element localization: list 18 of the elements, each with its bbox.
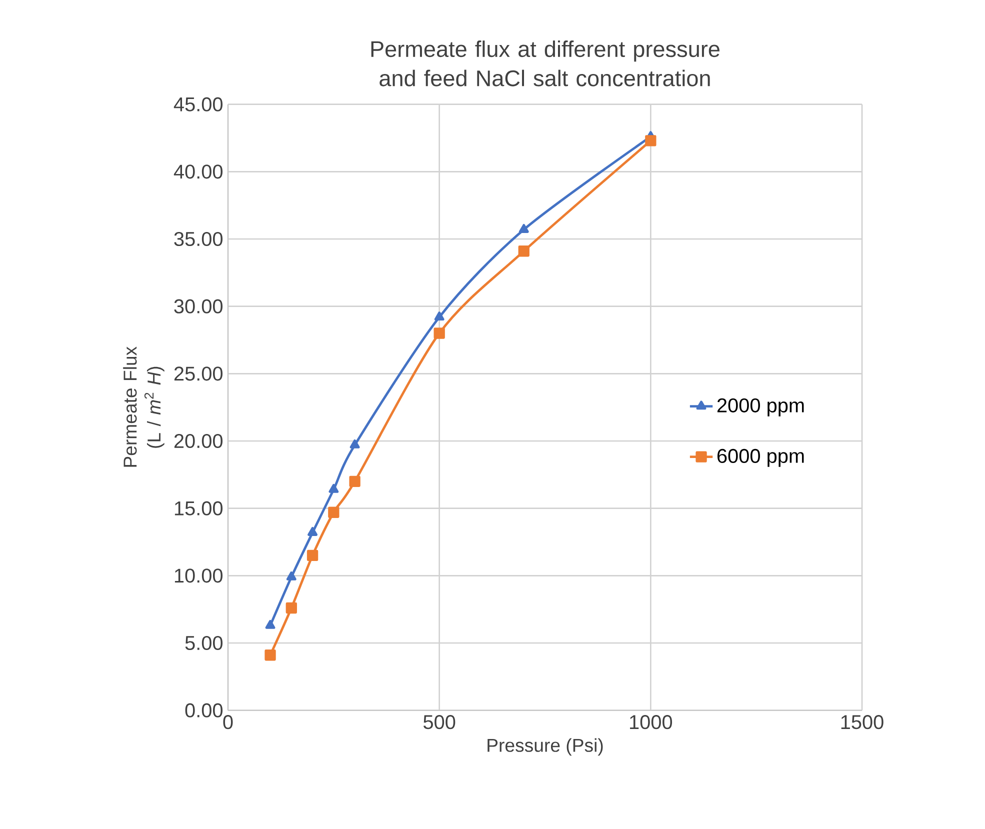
- x-tick-label: 1000: [630, 715, 672, 730]
- y-tick-label: 25.00: [174, 366, 223, 381]
- y-tick-label: 45.00: [174, 97, 223, 112]
- y-tick-label: 40.00: [174, 164, 223, 179]
- y-tick-label: 15.00: [174, 501, 223, 516]
- y-tick-label: 35.00: [174, 232, 223, 246]
- chart-title: Permeate flux at different pressure and feed NaCl salt concentration: [371, 40, 720, 86]
- x-tick-label: 1500: [841, 715, 884, 730]
- x-axis-title: Pressure (Psi): [488, 738, 603, 756]
- legend-label: 6000 ppm: [717, 448, 804, 467]
- y-tick-label: 30.00: [174, 299, 223, 314]
- x-tick-label: 0: [223, 715, 233, 730]
- y-tick-label: 5.00: [185, 636, 223, 650]
- y-tick-label: 0.00: [185, 703, 223, 718]
- y-tick-label: 10.00: [174, 568, 223, 583]
- y-tick-label: 20.00: [174, 434, 223, 448]
- legend-label: 2000 ppm: [717, 398, 804, 416]
- x-tick-label: 500: [424, 715, 456, 730]
